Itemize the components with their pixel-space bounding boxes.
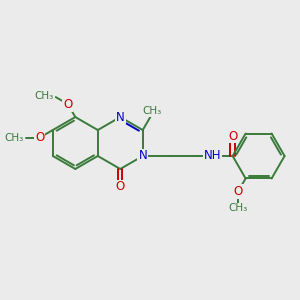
Text: CH₃: CH₃	[229, 203, 248, 213]
Text: NH: NH	[204, 149, 221, 163]
Text: CH₃: CH₃	[142, 106, 161, 116]
Text: CH₃: CH₃	[4, 133, 24, 142]
Text: CH₃: CH₃	[34, 91, 54, 101]
Text: O: O	[233, 185, 243, 198]
Text: O: O	[228, 130, 237, 142]
Text: O: O	[116, 180, 125, 194]
Text: O: O	[35, 131, 44, 144]
Text: N: N	[138, 149, 147, 163]
Text: N: N	[116, 110, 125, 124]
Text: O: O	[63, 98, 72, 111]
